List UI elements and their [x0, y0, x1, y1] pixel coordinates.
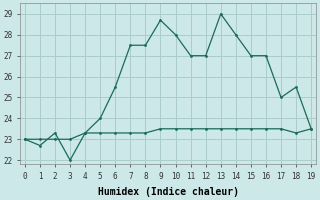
- X-axis label: Humidex (Indice chaleur): Humidex (Indice chaleur): [98, 186, 238, 197]
